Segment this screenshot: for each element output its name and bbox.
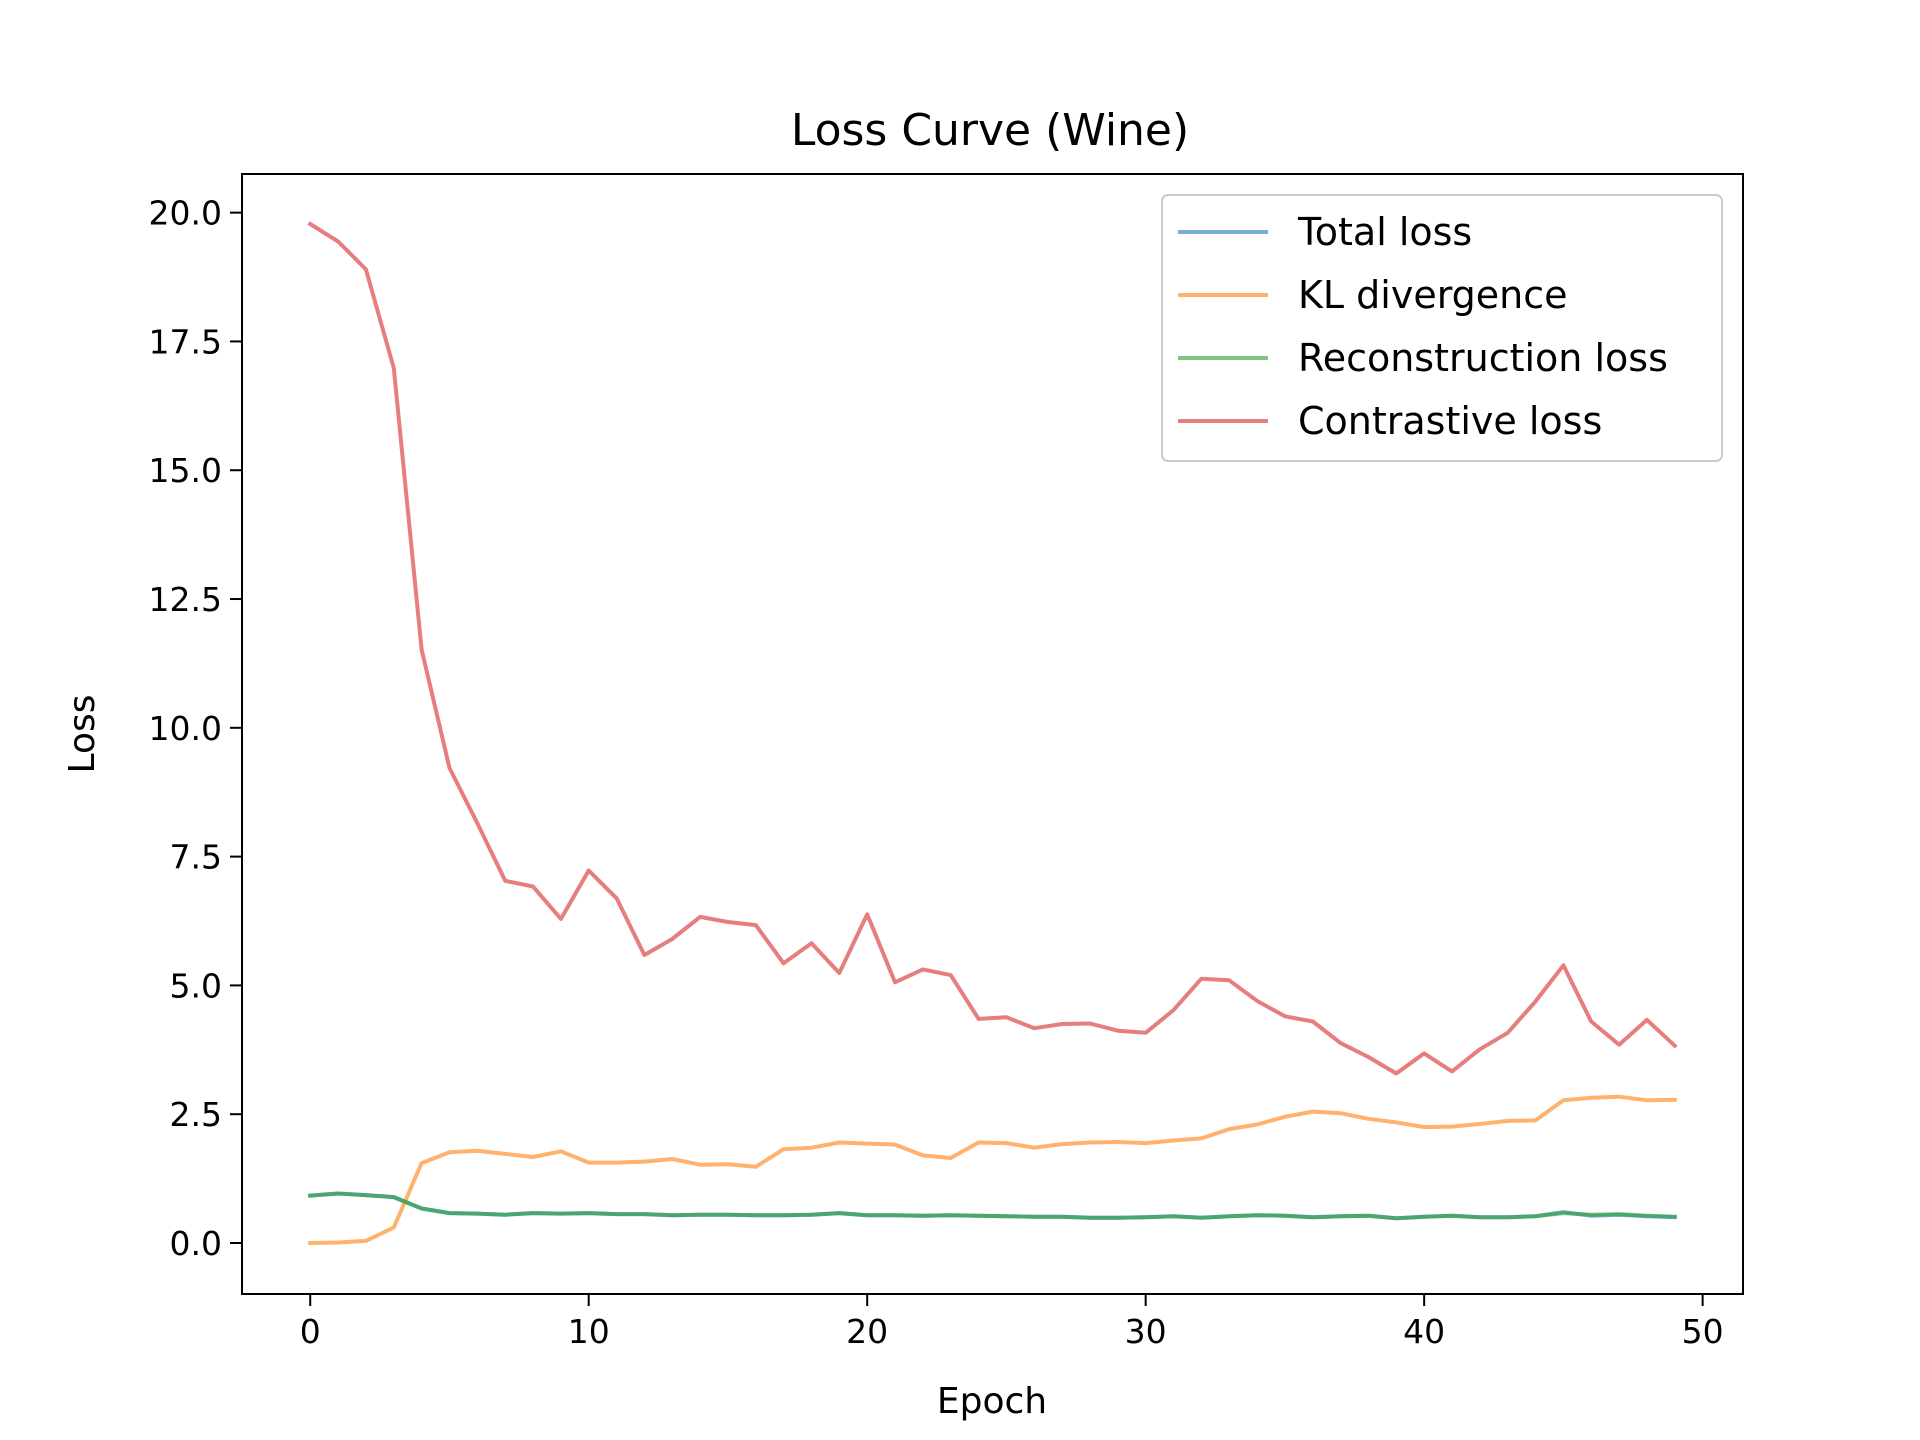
x-tick-label: 0 <box>300 1312 321 1351</box>
x-axis: 0 10 20 30 40 50 <box>300 1294 1724 1351</box>
legend-box <box>1161 194 1723 462</box>
y-axis: 0.0 2.5 5.0 7.5 10.0 12.5 15.0 17.5 20.0 <box>149 194 242 1263</box>
x-axis-label: Epoch <box>937 1381 1047 1422</box>
y-tick-label: 10.0 <box>149 709 222 748</box>
y-axis-label: Loss <box>62 695 103 774</box>
y-tick-label: 5.0 <box>170 966 222 1005</box>
y-tick-label: 7.5 <box>170 838 222 877</box>
x-tick-label: 10 <box>568 1312 610 1351</box>
y-tick-label: 17.5 <box>149 322 222 361</box>
y-tick-label: 2.5 <box>170 1095 222 1134</box>
series-line-reconstruction-loss <box>308 1191 1677 1221</box>
x-tick-label: 40 <box>1403 1312 1445 1351</box>
x-tick-label: 50 <box>1682 1312 1724 1351</box>
y-tick-label: 12.5 <box>149 580 222 619</box>
plot-area-frame <box>241 173 1744 1295</box>
series-layer <box>307 221 1678 1246</box>
legend-label: Reconstruction loss <box>1298 336 1668 380</box>
legend: Total loss KL divergence Reconstruction lo… <box>1161 194 1723 462</box>
legend-label: Contrastive loss <box>1298 399 1602 443</box>
legend-label: Total loss <box>1297 210 1472 254</box>
y-tick-label: 15.0 <box>149 451 222 490</box>
series-line-contrastive-loss <box>307 221 1678 1076</box>
x-tick-label: 30 <box>1125 1312 1167 1351</box>
x-tick-label: 20 <box>846 1312 888 1351</box>
y-tick-label: 20.0 <box>149 194 222 233</box>
legend-entries: Total loss KL divergence Reconstruction lo… <box>1178 210 1668 443</box>
y-tick-label: 0.0 <box>170 1224 222 1263</box>
series-line-kl-divergence <box>308 1094 1677 1246</box>
chart-title: Loss Curve (Wine) <box>791 105 1189 156</box>
legend-label: KL divergence <box>1298 273 1568 317</box>
